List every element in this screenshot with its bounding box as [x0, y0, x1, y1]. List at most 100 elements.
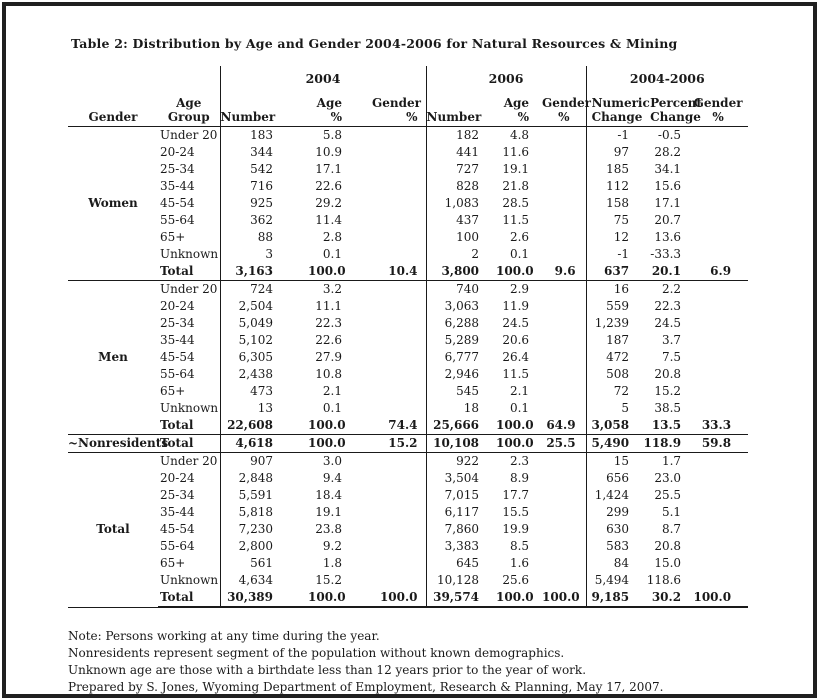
value-cell: 182	[425, 126, 497, 144]
table-row: Total Under 20 907 3.0 922 2.3 15 1.7	[68, 452, 748, 608]
value-cell: 11.5	[502, 213, 530, 227]
value-cell	[372, 195, 426, 212]
value-cell	[372, 332, 426, 349]
value-cell: 11.5	[502, 367, 530, 381]
value-cell: 7,860	[425, 521, 497, 538]
value-cell: 72	[585, 383, 637, 400]
value-cell: 15.2	[315, 573, 342, 587]
value-cell: 10.8	[315, 367, 342, 381]
value-cell: 437	[425, 212, 497, 229]
table-row: 45-54 7,230 23.8 7,860 19.9 630 8.7	[68, 521, 748, 538]
value-cell: 15.0	[654, 556, 682, 570]
age-group-cell: 65+	[160, 230, 186, 244]
value-cell	[372, 127, 426, 145]
value-cell: -33.3	[650, 247, 682, 261]
value-cell	[688, 298, 748, 315]
value-cell: 1.6	[509, 556, 530, 570]
value-cell: 13.5	[636, 417, 689, 435]
value-cell: 10,128	[425, 572, 497, 589]
value-cell	[542, 161, 586, 178]
group-header-change: 2004-2006	[585, 66, 749, 90]
value-cell: 716	[219, 178, 308, 195]
col-header-agepct-2004: Age %	[308, 90, 372, 127]
value-cell: 100.0	[496, 263, 543, 281]
value-cell: 18.4	[315, 488, 342, 502]
gender-label: ~Nonresidents	[68, 434, 168, 453]
value-cell	[542, 383, 586, 400]
footnote-line: Nonresidents represent segment of the po…	[68, 646, 565, 660]
value-cell: 3,383	[425, 538, 497, 555]
value-cell	[372, 383, 426, 400]
value-cell: 100.0	[688, 589, 749, 608]
table-row: 65+ 473 2.1 545 2.1 72 15.2	[68, 383, 748, 400]
value-cell	[688, 246, 748, 263]
value-cell	[542, 332, 586, 349]
value-cell: 75	[585, 212, 637, 229]
col-header-agepct-2006: Age %	[496, 90, 543, 127]
value-cell: 5	[585, 400, 637, 417]
value-cell: 15.2	[372, 434, 427, 453]
value-cell: 2	[425, 246, 497, 263]
value-cell: 559	[585, 298, 637, 315]
value-cell: 4,634	[219, 572, 308, 589]
age-group-cell: Total	[158, 417, 220, 435]
value-cell: 100.0	[496, 589, 543, 608]
value-cell	[372, 521, 426, 538]
value-cell	[542, 315, 586, 332]
value-cell	[372, 555, 426, 572]
value-cell: 59.8	[688, 434, 749, 453]
value-cell: 20.1	[636, 263, 689, 281]
age-group-cell: Total	[158, 263, 220, 281]
age-group-cell: 35-44	[160, 179, 195, 193]
value-cell: 28.2	[654, 145, 682, 159]
footnotes: Note: Persons working at any time during…	[68, 628, 813, 696]
value-cell	[542, 487, 586, 504]
col-header-genderpct-2004: Gender %	[372, 90, 427, 127]
value-cell: 88	[219, 229, 308, 246]
value-cell: 13	[219, 400, 308, 417]
age-group-cell: 65+	[160, 384, 186, 398]
value-cell	[688, 349, 748, 366]
value-cell: 4,618	[219, 434, 308, 453]
value-cell: 645	[425, 555, 497, 572]
value-cell: 5,591	[219, 487, 308, 504]
value-cell: 1,239	[585, 315, 637, 332]
value-cell	[372, 366, 426, 383]
value-cell	[688, 383, 748, 400]
value-cell: 2,946	[425, 366, 497, 383]
value-cell: 185	[585, 161, 637, 178]
age-group-cell: Total	[158, 434, 220, 453]
table-row: 55-64 362 11.4 437 11.5 75 20.7	[68, 212, 748, 229]
value-cell: 25.5	[542, 434, 587, 453]
age-group-cell: Unknown	[160, 247, 219, 261]
value-cell: 8.9	[509, 471, 530, 485]
table-row: Unknown 13 0.1 18 0.1 5 38.5	[68, 400, 748, 417]
value-cell	[372, 161, 426, 178]
value-cell: 30,389	[219, 589, 308, 608]
value-cell: 3	[219, 246, 308, 263]
value-cell	[542, 195, 586, 212]
value-cell: 15.5	[502, 505, 530, 519]
age-group-cell: 55-64	[160, 213, 195, 227]
value-cell: 20.8	[654, 539, 682, 553]
value-cell	[542, 212, 586, 229]
value-cell: 25.5	[654, 488, 682, 502]
value-cell: 2,800	[219, 538, 308, 555]
value-cell: 22.3	[654, 299, 682, 313]
value-cell: 118.6	[646, 573, 682, 587]
value-cell	[688, 315, 748, 332]
table-row: Unknown 4,634 15.2 10,128 25.6 5,494 118.6	[68, 572, 748, 589]
value-cell	[688, 470, 748, 487]
gender-label: Men	[68, 280, 158, 435]
value-cell: 26.4	[502, 350, 530, 364]
value-cell	[688, 332, 748, 349]
value-cell: 5,049	[219, 315, 308, 332]
value-cell: 100	[425, 229, 497, 246]
value-cell	[542, 538, 586, 555]
age-group-cell: 35-44	[160, 333, 195, 347]
value-cell	[372, 298, 426, 315]
table-row: 25-34 542 17.1 727 19.1 185 34.1	[68, 161, 748, 178]
value-cell: 0.1	[322, 401, 342, 415]
value-cell: 118.9	[636, 434, 689, 453]
table-row: 35-44 5,818 19.1 6,117 15.5 299 5.1	[68, 504, 748, 521]
